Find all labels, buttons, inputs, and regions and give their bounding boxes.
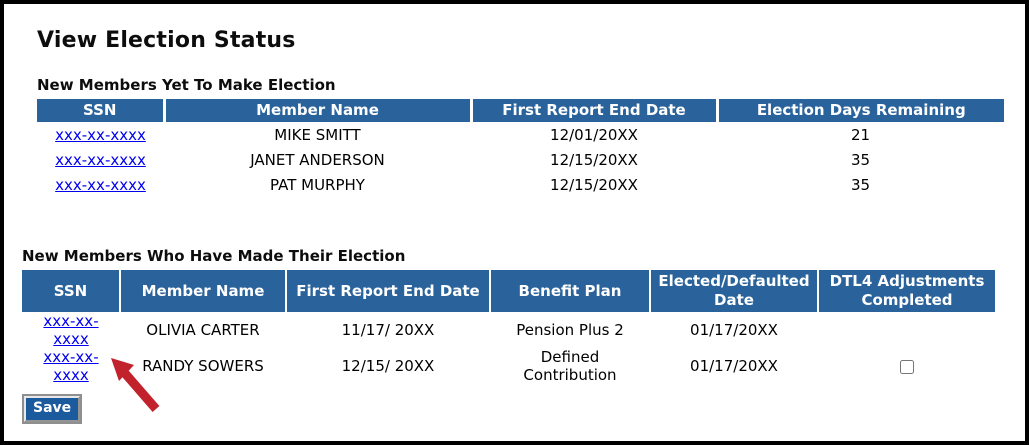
member-name-cell: MIKE SMITT (274, 125, 361, 144)
ssn-cell: xxx-xx-xxxx (37, 147, 164, 172)
column-header-first-report-end-date: First Report End Date (285, 270, 490, 312)
first-report-end-date-cell: 12/15/20XX (550, 175, 638, 194)
ssn-cell: xxx-xx-xxxx (37, 122, 164, 147)
ssn-link[interactable]: xxx-xx-xxxx (55, 150, 146, 169)
table-row: xxx-xx-xxxx OLIVIA CARTER 11/17/ 20XX Pensi… (22, 312, 995, 348)
column-header-first-report-end-date: First Report End Date (469, 99, 717, 122)
column-header-benefit-plan: Benefit Plan (489, 270, 650, 312)
column-header-ssn: SSN (37, 99, 164, 122)
first-report-end-date-cell: 12/15/20XX (550, 150, 638, 169)
ssn-cell: xxx-xx-xxxx (22, 312, 120, 348)
ssn-link[interactable]: xxx-xx-xxxx (43, 312, 99, 348)
benefit-plan-cell: Defined Contribution (523, 348, 617, 384)
save-button[interactable]: Save (21, 394, 83, 424)
ssn-link[interactable]: xxx-xx-xxxx (55, 175, 146, 194)
column-header-member-name: Member Name (119, 270, 286, 312)
elected-members-table: SSN Member Name First Report End Date Be… (22, 270, 995, 384)
election-days-remaining-cell: 35 (850, 150, 871, 169)
election-days-remaining-cell: 21 (850, 125, 871, 144)
table-row: xxx-xx-xxxx JANET ANDERSON 12/15/20XX 35 (37, 147, 1004, 172)
first-report-end-date-cell: 12/15/ 20XX (341, 357, 435, 375)
section-heading-pending: New Members Yet To Make Election (37, 76, 336, 94)
table-row: xxx-xx-xxxx RANDY SOWERS 12/15/ 20XX Define… (22, 348, 995, 384)
column-header-member-name: Member Name (162, 99, 471, 122)
ssn-link[interactable]: xxx-xx-xxxx (55, 125, 146, 144)
table-row: xxx-xx-xxxx MIKE SMITT 12/01/20XX 21 (37, 122, 1004, 147)
page-title: View Election Status (37, 28, 296, 53)
ssn-cell: xxx-xx-xxxx (37, 172, 164, 197)
section-heading-elected: New Members Who Have Made Their Election (22, 247, 406, 265)
column-header-election-days-remaining: Election Days Remaining (715, 99, 1004, 122)
elected-defaulted-date-cell: 01/17/20XX (690, 357, 778, 375)
dtl4-adjustments-checkbox[interactable] (899, 359, 914, 374)
benefit-plan-cell: Pension Plus 2 (516, 321, 624, 339)
member-name-cell: JANET ANDERSON (250, 150, 385, 169)
table-row: xxx-xx-xxxx PAT MURPHY 12/15/20XX 35 (37, 172, 1004, 197)
column-header-dtl4-adjustments-completed: DTL4 Adjustments Completed (817, 270, 995, 312)
column-header-elected-defaulted-date: Elected/Defaulted Date (649, 270, 818, 312)
first-report-end-date-cell: 11/17/ 20XX (341, 321, 435, 339)
dtl4-checkbox-cell (818, 348, 995, 384)
elected-defaulted-date-cell: 01/17/20XX (690, 321, 778, 339)
member-name-cell: PAT MURPHY (270, 175, 365, 194)
ssn-cell: xxx-xx-xxxx (22, 348, 120, 384)
pending-election-table: SSN Member Name First Report End Date El… (37, 99, 1004, 197)
ssn-link[interactable]: xxx-xx-xxxx (43, 348, 99, 384)
member-name-cell: OLIVIA CARTER (146, 321, 260, 339)
column-header-ssn: SSN (22, 270, 120, 312)
dtl4-checkbox-cell (818, 312, 995, 348)
member-name-cell: RANDY SOWERS (142, 357, 264, 375)
election-days-remaining-cell: 35 (850, 175, 871, 194)
first-report-end-date-cell: 12/01/20XX (550, 125, 638, 144)
elected-table-header-row: SSN Member Name First Report End Date Be… (22, 270, 995, 312)
pending-table-header-row: SSN Member Name First Report End Date El… (37, 99, 1004, 122)
